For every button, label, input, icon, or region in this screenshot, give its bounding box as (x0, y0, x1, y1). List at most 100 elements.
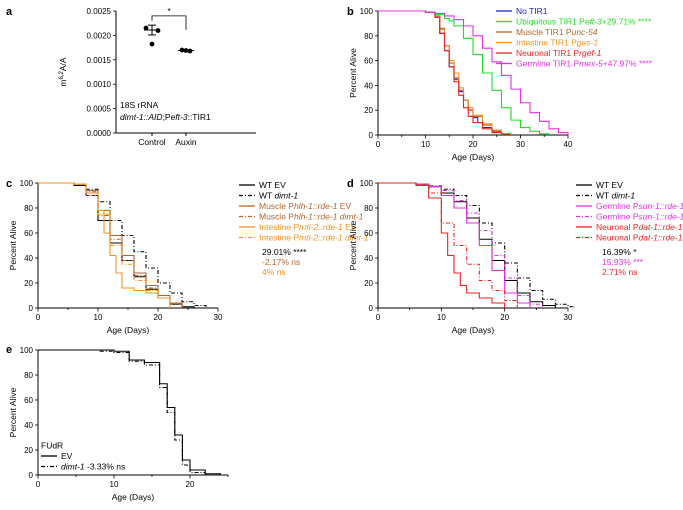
data-point-a-1-2 (187, 48, 193, 54)
legend-label-c-1-part-0: WT (259, 191, 274, 201)
data-point-a-0-0 (143, 25, 149, 31)
annotation-line2-a: dimt-1::AID;Peft-3::TIR1 (120, 112, 211, 122)
y-tick-label-c-5: 100 (20, 179, 34, 188)
series-line-c-0 (38, 182, 195, 308)
legend-label-e-0-part-0: EV (61, 451, 73, 461)
legend-label-d-1: WT dimt-1 (596, 191, 635, 201)
annotation-line1-a: 18S rRNA (120, 100, 159, 110)
x-axis-label-d: Age (Days) (452, 325, 495, 335)
legend-label-b-5: Germline TIR1 Pmex-5+47.97% **** (516, 59, 653, 69)
legend-label-c-1-part-1: dimt-1 (274, 191, 298, 201)
panel-label-d: d (347, 178, 354, 190)
legend-label-d-0-part-0: WT EV (596, 180, 623, 190)
series-line-c-5 (38, 182, 171, 308)
legend-label-d-3: Germline Psun-1::rde-1 dimt-1 (596, 212, 683, 222)
legend-label-d-2-part-1: sun-1::rde-1 (639, 201, 683, 211)
panel-e: e 0 20 40 60 80 100 0 10 20 Age (Days) Percent Aliv… (6, 344, 229, 502)
y-axis-label-d: Percent Alive (348, 220, 358, 270)
y-tick-label-d-1: 20 (364, 279, 373, 288)
legend-label-c-5-part-0: Intestine P (259, 233, 299, 243)
panel-c: c 0 20 40 60 80 100 0 10 20 30 Age (Days) Percent Al… (6, 178, 369, 335)
x-tick-label-d-0: 0 (376, 313, 381, 322)
y-tick-label-a-4: 0.0005 (87, 105, 112, 114)
data-point-a-0-1 (155, 28, 161, 33)
legend-label-c-2-part-1: hlh-1::rde-1 (294, 201, 338, 211)
legend-label-c-1: WT dimt-1 (259, 191, 298, 201)
x-tick-label-e-0: 0 (36, 480, 41, 489)
x-tick-label-c-1: 10 (94, 313, 103, 322)
legend-label-b-2-part-0: Muscle TIR1 P (516, 27, 572, 37)
series-line-b-4 (378, 10, 503, 135)
y-tick-label-d-5: 100 (360, 179, 374, 188)
category-label-a-0: Control (138, 137, 166, 147)
legend-label-c-2-part-2: EV (337, 201, 351, 211)
panel-label-b: b (347, 6, 354, 18)
legend-label-b-3: Intestine TIR1 Pges-1 (516, 38, 598, 48)
legend-label-c-5-part-1: mtl-2::rde-1 dimt-1 (299, 233, 369, 243)
x-tick-label-d-1: 10 (437, 313, 446, 322)
x-tick-label-b-2: 20 (469, 140, 478, 149)
annotation-line2-a-part-2: P (165, 112, 171, 122)
panel-label-e: e (6, 344, 12, 356)
series-line-d-5 (378, 182, 518, 308)
legend-label-c-5: Intestine Pmtl-2::rde-1 dimt-1 (259, 233, 369, 243)
legend-label-d-4-part-0: Neuronal P (596, 222, 639, 232)
legend-label-d-5: Neuronal Pdat-1::rde-1 dimt-1 (596, 233, 683, 243)
data-point-a-0-2 (149, 41, 155, 47)
y-tick-label-b-4: 80 (364, 32, 373, 41)
legend-label-d-4: Neuronal Pdat-1::rde-1 EV (596, 222, 683, 232)
series-line-e-1 (38, 349, 206, 475)
significance-bracket-a (151, 15, 187, 30)
y-tick-label-c-2: 40 (24, 254, 33, 263)
panel-a: a 0.0025 0.0020 0.0015 0.0010 0.0005 0.0000 m6,… (6, 6, 256, 147)
legend-label-d-4-part-1: dat-1::rde-1 (639, 222, 683, 232)
legend-label-b-5-part-0: Germline TIR1 P (516, 59, 579, 69)
series-line-d-1 (378, 182, 575, 308)
y-tick-label-e-3: 60 (24, 396, 33, 405)
x-axis-label-b: Age (Days) (452, 152, 495, 162)
legend-label-c-0-part-0: WT EV (259, 180, 286, 190)
legend-label-c-3: Muscle Phlh-1::rde-1 dimt-1 (259, 212, 364, 222)
x-tick-label-c-3: 30 (214, 313, 223, 322)
y-tick-label-b-1: 20 (364, 106, 373, 115)
x-tick-label-b-0: 0 (376, 140, 381, 149)
y-tick-label-e-4: 80 (24, 371, 33, 380)
y-tick-label-c-3: 60 (24, 229, 33, 238)
panel-label-c: c (6, 178, 12, 190)
y-tick-label-a-5: 0.0000 (87, 129, 112, 138)
legend-label-e-1: dimt-1 -3.33% ns (61, 462, 125, 472)
x-tick-label-d-3: 30 (564, 313, 573, 322)
y-axis-label-e: Percent Alive (8, 387, 18, 437)
y-tick-label-c-0: 0 (29, 304, 34, 313)
legend-label-b-4-part-1: rgef-1 (579, 48, 601, 58)
y-tick-label-b-3: 60 (364, 57, 373, 66)
legend-label-d-1-part-1: dimt-1 (611, 191, 635, 201)
legend-label-c-4-part-2: EV (343, 222, 357, 232)
legend-label-d-5-part-0: Neuronal P (596, 233, 639, 243)
y-axis-label-b: Percent Alive (348, 48, 358, 98)
x-tick-label-b-4: 40 (564, 140, 573, 149)
x-tick-label-c-2: 20 (154, 313, 163, 322)
data-point-a-1-0 (179, 47, 185, 53)
legend-label-b-5-part-1: mex-5 (579, 59, 603, 69)
legend-label-b-2-part-1: unc-54 (572, 27, 598, 37)
legend-label-b-5-part-3: +47.97% **** (603, 59, 653, 69)
y-tick-label-a-1: 0.0020 (87, 31, 112, 40)
y-axis-label-a-part-2: A/A (58, 57, 68, 71)
legend-label-c-2-part-0: Muscle P (259, 201, 294, 211)
legend-label-c-2: Muscle Phlh-1::rde-1 EV (259, 201, 351, 211)
panel-label-a: a (6, 6, 13, 18)
y-tick-label-d-4: 80 (364, 204, 373, 213)
x-tick-label-c-0: 0 (36, 313, 41, 322)
legend-label-c-4: Intestine Pmtl-2::rde-1 EV (259, 222, 357, 232)
annotation-line2-a-part-1: ; (163, 112, 165, 122)
legend-label-d-3-part-1: sun-1::rde-1 dimt-1 (639, 212, 683, 222)
stat-text-d-0: 16.39% * (602, 247, 637, 257)
legend-label-b-3-part-0: Intestine TIR1 P (516, 38, 577, 48)
legend-label-b-1-part-1: eft-3 (585, 17, 602, 27)
y-axis-label-a-part-1: 6,2 (59, 70, 65, 79)
legend-label-d-1-part-0: WT (596, 191, 611, 201)
legend-label-b-2: Muscle TIR1 Punc-54 (516, 27, 598, 37)
stat-text-c-1: -2.17% ns (262, 257, 300, 267)
